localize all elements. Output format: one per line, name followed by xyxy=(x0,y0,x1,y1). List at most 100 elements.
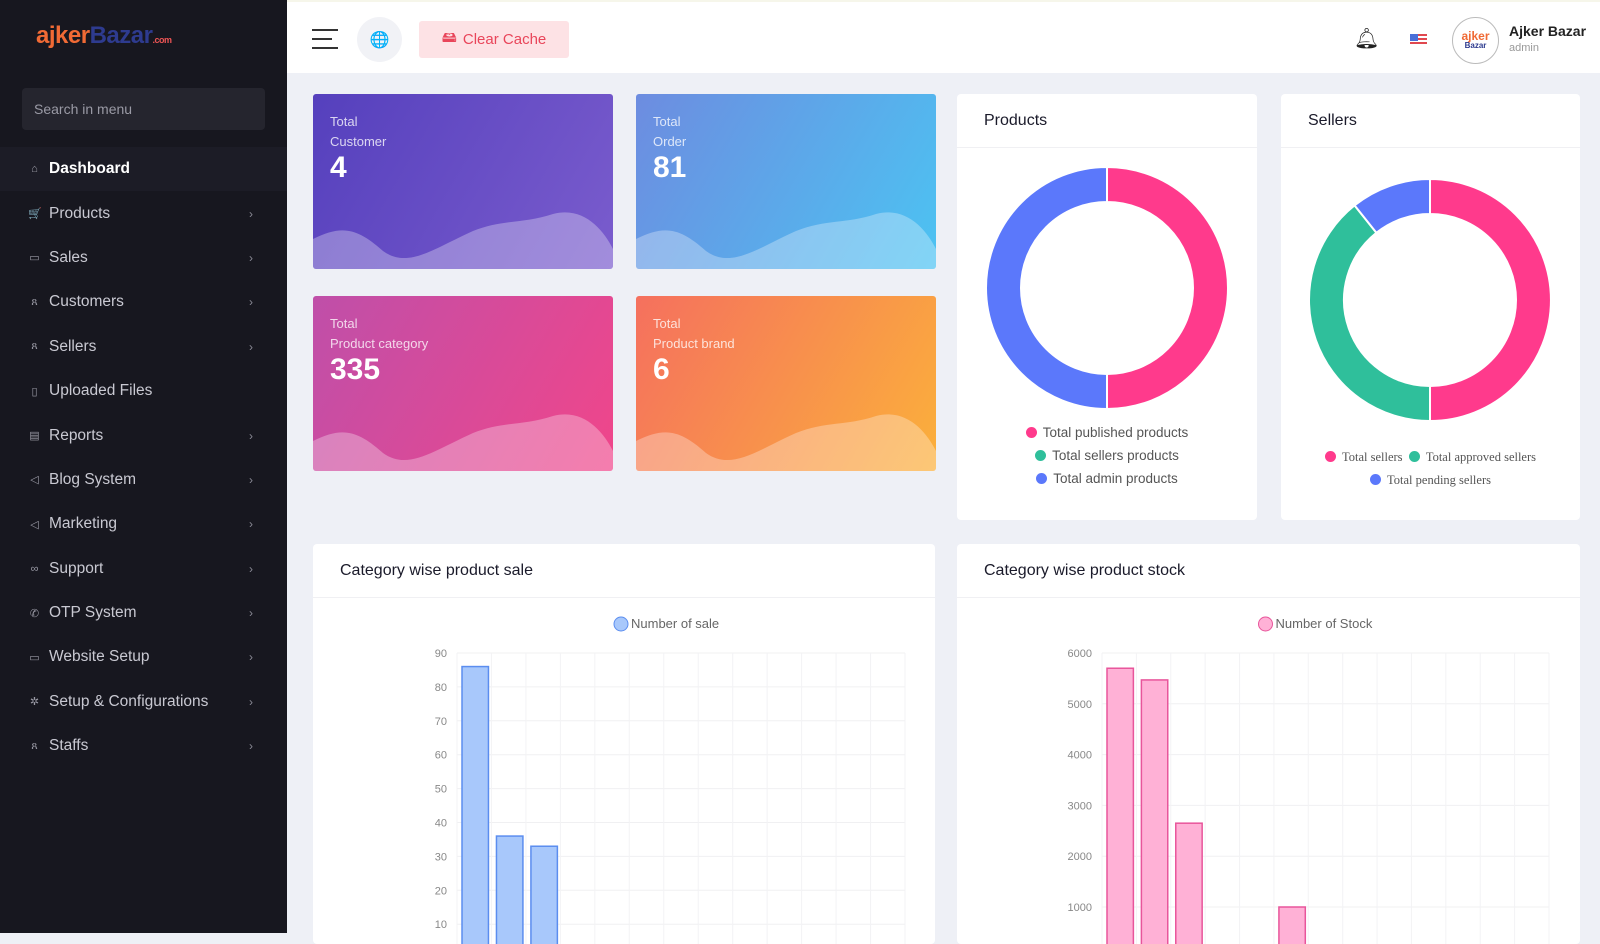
sellers-donut xyxy=(1308,177,1552,423)
sidebar-item-label: Sellers xyxy=(49,337,97,355)
donut-slice-total-admin-products[interactable] xyxy=(985,165,1108,411)
sidebar-item-staffs[interactable]: ጸ Staffs › xyxy=(0,724,287,768)
y-tick-label: 1000 xyxy=(1068,902,1092,914)
avatar[interactable]: ajker Bazar xyxy=(1452,17,1499,64)
y-tick-label: 30 xyxy=(435,851,447,863)
bar[interactable] xyxy=(1106,667,1135,944)
legend-label[interactable]: Number of Stock xyxy=(1276,616,1373,631)
drive-icon: 🖴 xyxy=(441,29,457,46)
stat-label: Total xyxy=(653,114,681,129)
globe-icon[interactable]: 🌐 xyxy=(357,17,402,62)
chevron-right-icon: › xyxy=(249,650,253,665)
stat-value: 81 xyxy=(653,151,687,184)
legend-label: Total admin products xyxy=(1053,471,1178,486)
legend-item[interactable]: Total admin products xyxy=(957,471,1257,486)
stat-card[interactable]: Total Order 81 xyxy=(636,94,936,269)
sidebar-item-label: Blog System xyxy=(49,470,137,488)
us-flag-icon[interactable] xyxy=(1410,34,1427,46)
donut-slice-total-published-products[interactable] xyxy=(1106,165,1229,411)
y-tick-label: 90 xyxy=(435,648,447,660)
card-title: Category wise product stock xyxy=(957,544,1580,598)
bar[interactable] xyxy=(1175,822,1203,944)
stat-value: 335 xyxy=(330,353,381,386)
sidebar-item-website-setup[interactable]: ▭ Website Setup › xyxy=(0,635,287,679)
legend-label: Total approved sellers xyxy=(1425,450,1537,464)
bar[interactable] xyxy=(461,665,490,944)
menu-toggle-icon[interactable] xyxy=(312,29,338,56)
clear-cache-label: Clear Cache xyxy=(462,31,547,48)
legend-item[interactable]: Total sellers xyxy=(1324,450,1403,464)
sidebar-item-label: Support xyxy=(49,559,104,577)
chevron-right-icon: › xyxy=(249,339,253,354)
y-tick-label: 6000 xyxy=(1068,648,1092,660)
chevron-right-icon: › xyxy=(249,561,253,576)
sidebar-item-label: Setup & Configurations xyxy=(49,692,209,710)
megaphone-icon: ◁ xyxy=(30,518,39,531)
stat-card[interactable]: Total Customer 4 xyxy=(313,94,613,269)
legend-swatch xyxy=(613,616,629,632)
sidebar-item-setup-configurations[interactable]: ✲ Setup & Configurations › xyxy=(0,680,287,724)
chevron-right-icon: › xyxy=(249,606,253,621)
avatar-text: ajker xyxy=(1461,28,1490,43)
legend-dot xyxy=(1035,450,1047,461)
bar[interactable] xyxy=(1140,679,1169,944)
legend-item[interactable]: Total pending sellers xyxy=(1281,473,1580,488)
legend-item[interactable]: Total published products xyxy=(957,425,1257,440)
legend-label: Total published products xyxy=(1042,425,1189,440)
bar[interactable] xyxy=(495,835,524,944)
sidebar-item-uploaded-files[interactable]: ▯ Uploaded Files xyxy=(0,369,287,413)
chevron-right-icon: › xyxy=(249,428,253,443)
stat-card[interactable]: Total Product category 335 xyxy=(313,296,613,471)
sidebar-item-blog-system[interactable]: ◁ Blog System › xyxy=(0,458,287,502)
sidebar-item-dashboard[interactable]: ⌂ Dashboard xyxy=(0,147,287,192)
legend-item[interactable]: Total approved sellers xyxy=(1408,450,1537,464)
sidebar-item-marketing[interactable]: ◁ Marketing › xyxy=(0,502,287,546)
clear-cache-button[interactable]: 🖴 Clear Cache xyxy=(419,21,569,58)
chevron-right-icon: › xyxy=(249,517,253,532)
logo-text: ajker xyxy=(36,22,90,49)
user-name[interactable]: Ajker Bazar xyxy=(1509,23,1587,39)
stock-chart-card: Category wise product stock 6000 5000 4000… xyxy=(957,544,1580,944)
sidebar-item-label: Reports xyxy=(49,426,104,444)
legend-label[interactable]: Number of sale xyxy=(631,616,719,631)
legend-dot xyxy=(1025,427,1037,438)
sidebar-item-sellers[interactable]: ጸ Sellers › xyxy=(0,325,287,369)
money-icon: ▭ xyxy=(29,252,40,265)
legend-label: Total pending sellers xyxy=(1387,473,1491,487)
products-legend: Total published products Total sellers p… xyxy=(957,425,1257,494)
stat-value: 6 xyxy=(653,353,670,386)
y-tick-label: 5000 xyxy=(1068,699,1092,711)
user-role: admin xyxy=(1509,42,1539,54)
legend-dot xyxy=(1370,474,1382,485)
sidebar-item-reports[interactable]: ▤ Reports › xyxy=(0,413,287,457)
sidebar-item-sales[interactable]: ▭ Sales › xyxy=(0,236,287,280)
donut-slice-total-pending-sellers[interactable] xyxy=(1353,177,1431,235)
megaphone-icon: ◁ xyxy=(30,474,39,487)
user-icon: ጸ xyxy=(31,739,38,752)
stat-label: Total xyxy=(330,316,358,331)
stock-bar-chart: 6000 5000 4000 3000 2000 1000 Number of Stock xyxy=(1068,616,1550,944)
legend-swatch xyxy=(1258,616,1273,632)
bar[interactable] xyxy=(530,845,559,944)
sidebar-item-otp-system[interactable]: ✆ OTP System › xyxy=(0,591,287,635)
monitor-icon: ▭ xyxy=(29,651,40,664)
stat-card[interactable]: Total Product brand 6 xyxy=(636,296,936,471)
donut-slice-total-sellers[interactable] xyxy=(1429,177,1552,423)
bar[interactable] xyxy=(1278,906,1307,944)
brand-logo[interactable]: ajkerBazar.com xyxy=(36,22,172,50)
sidebar-item-label: Products xyxy=(49,204,111,222)
stat-label: Product brand xyxy=(653,336,735,351)
bell-icon[interactable]: 🔔︎ xyxy=(1354,28,1380,50)
donut-slice-total-approved-sellers[interactable] xyxy=(1308,203,1431,423)
sidebar-item-label: OTP System xyxy=(49,604,137,622)
sidebar-item-customers[interactable]: ጸ Customers › xyxy=(0,280,287,324)
sidebar-item-support[interactable]: ∞ Support › xyxy=(0,547,287,591)
legend-item[interactable]: Total sellers products xyxy=(957,448,1257,463)
folder-icon: ▯ xyxy=(31,385,38,398)
sellers-legend: Total sellers Total approved sellers Tot… xyxy=(1281,450,1580,496)
sidebar-item-label: Dashboard xyxy=(49,160,130,178)
sidebar-item-products[interactable]: 🛒 Products › xyxy=(0,191,287,235)
menu-search-input[interactable] xyxy=(22,88,265,130)
legend-dot xyxy=(1408,451,1420,462)
stat-label: Order xyxy=(653,134,687,149)
